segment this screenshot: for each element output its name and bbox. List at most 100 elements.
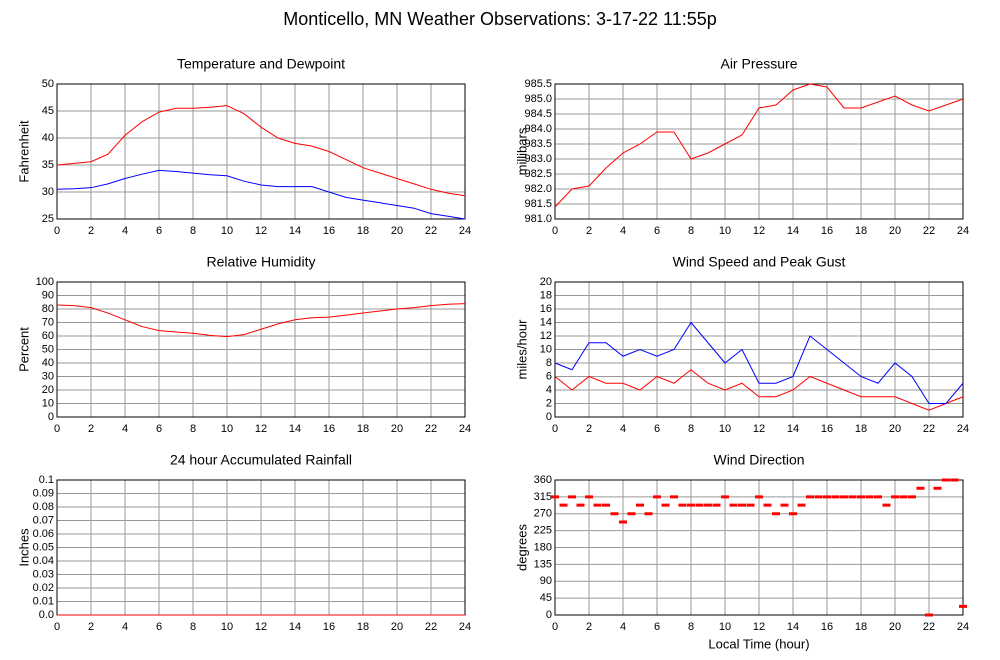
x-tick-label: 4 <box>122 423 128 435</box>
y-tick-label: 2 <box>546 397 552 409</box>
y-tick-label: 20 <box>42 384 54 396</box>
direction-point <box>559 503 568 507</box>
x-tick-label: 18 <box>855 423 867 435</box>
y-tick-label: 270 <box>534 508 552 520</box>
y-tick-label: 360 <box>534 474 552 486</box>
plot-frame <box>554 479 964 616</box>
x-tick-label: 24 <box>957 621 969 633</box>
x-tick-label: 16 <box>323 423 335 435</box>
x-tick-label: 12 <box>753 225 765 237</box>
y-tick-label: 0.07 <box>33 514 54 526</box>
x-tick-label: 6 <box>654 225 660 237</box>
x-tick-label: 24 <box>459 423 471 435</box>
x-tick-label: 14 <box>289 423 301 435</box>
y-tick-label: 315 <box>534 491 552 503</box>
x-tick-label: 6 <box>156 423 162 435</box>
direction-point <box>568 495 576 499</box>
panel-title: Wind Direction <box>713 452 804 468</box>
y-tick-label: 0.1 <box>39 474 54 486</box>
direction-point <box>619 520 627 524</box>
panel-title: 24 hour Accumulated Rainfall <box>170 452 352 468</box>
y-tick-label: 8 <box>546 357 552 369</box>
direction-point <box>738 503 746 507</box>
direction-point <box>755 495 763 499</box>
y-tick-label: 981.5 <box>524 198 552 210</box>
direction-point <box>576 503 585 507</box>
panel-title: Relative Humidity <box>207 254 316 270</box>
x-tick-label: 18 <box>855 225 867 237</box>
direction-point <box>678 503 687 507</box>
plot-frame <box>56 83 466 220</box>
y-tick-label: 0 <box>546 411 552 423</box>
x-tick-label: 6 <box>654 621 660 633</box>
x-tick-label: 0 <box>552 423 558 435</box>
y-tick-label: 983.0 <box>524 153 552 165</box>
y-tick-label: 0.02 <box>33 582 54 594</box>
y-tick-label: 982.5 <box>524 168 552 180</box>
series-line <box>56 303 466 338</box>
x-tick-label: 16 <box>323 225 335 237</box>
x-tick-label: 6 <box>156 225 162 237</box>
x-tick-label: 14 <box>289 621 301 633</box>
x-tick-label: 4 <box>620 225 626 237</box>
x-tick-label: 8 <box>688 621 694 633</box>
direction-point <box>712 503 721 507</box>
x-tick-label: 24 <box>957 225 969 237</box>
x-tick-label: 0 <box>54 423 60 435</box>
x-tick-label: 18 <box>357 225 369 237</box>
y-axis-label: Inches <box>16 528 31 567</box>
x-tick-label: 24 <box>957 423 969 435</box>
direction-point <box>840 495 848 499</box>
y-tick-label: 225 <box>534 525 552 537</box>
x-tick-label: 24 <box>459 621 471 633</box>
x-tick-label: 4 <box>122 225 128 237</box>
y-tick-label: 20 <box>540 276 552 288</box>
x-tick-label: 0 <box>552 225 558 237</box>
y-tick-label: 10 <box>42 397 54 409</box>
direction-point <box>551 495 559 499</box>
direction-point <box>882 503 891 507</box>
x-tick-label: 20 <box>889 423 901 435</box>
y-tick-label: 180 <box>534 541 552 553</box>
direction-point <box>857 495 865 499</box>
y-tick-label: 30 <box>42 370 54 382</box>
x-tick-label: 6 <box>156 621 162 633</box>
panel-title: Temperature and Dewpoint <box>177 56 345 72</box>
direction-point <box>780 503 789 507</box>
direction-point <box>729 503 738 507</box>
y-axis-label: Fahrenheit <box>16 120 31 183</box>
y-tick-label: 45 <box>540 592 552 604</box>
x-tick-label: 18 <box>357 423 369 435</box>
y-tick-label: 0.09 <box>33 487 54 499</box>
y-tick-label: 984.0 <box>524 123 552 135</box>
direction-point <box>806 495 814 499</box>
x-tick-label: 8 <box>688 423 694 435</box>
x-tick-label: 12 <box>255 225 267 237</box>
x-tick-label: 20 <box>391 423 403 435</box>
x-tick-label: 16 <box>821 225 833 237</box>
x-tick-label: 10 <box>221 225 233 237</box>
x-tick-label: 22 <box>425 225 437 237</box>
x-tick-label: 22 <box>425 423 437 435</box>
direction-point <box>602 503 610 507</box>
y-tick-label: 40 <box>42 357 54 369</box>
y-tick-label: 10 <box>540 343 552 355</box>
x-tick-label: 22 <box>923 423 935 435</box>
x-tick-label: 18 <box>357 621 369 633</box>
direction-point <box>610 512 619 516</box>
plot-frame <box>56 281 466 418</box>
direction-point <box>644 512 653 516</box>
y-tick-label: 70 <box>42 316 54 328</box>
x-tick-label: 14 <box>289 225 301 237</box>
x-axis-label: Local Time (hour) <box>708 636 809 651</box>
x-tick-label: 10 <box>221 621 233 633</box>
x-tick-label: 2 <box>88 423 94 435</box>
y-tick-label: 90 <box>42 289 54 301</box>
y-tick-label: 35 <box>42 159 54 171</box>
y-tick-label: 0.08 <box>33 501 54 513</box>
x-tick-label: 2 <box>586 621 592 633</box>
direction-point <box>746 503 755 507</box>
x-tick-label: 4 <box>620 621 626 633</box>
x-tick-label: 20 <box>391 621 403 633</box>
x-tick-label: 10 <box>719 423 731 435</box>
